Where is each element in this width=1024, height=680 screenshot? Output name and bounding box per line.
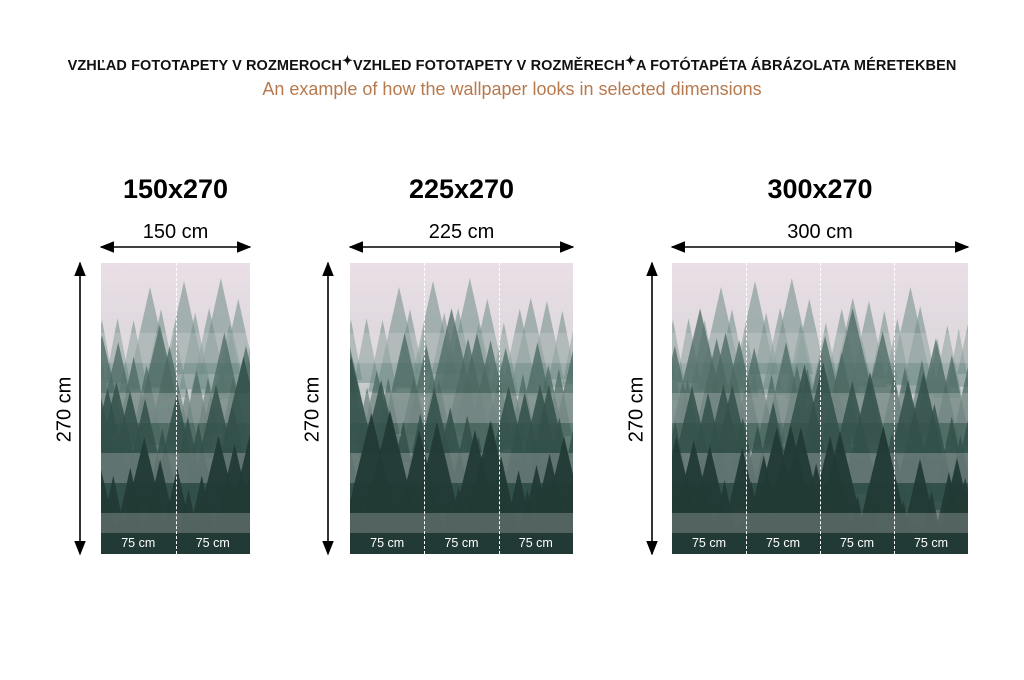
sparkle-icon: ✦ [341,53,353,68]
panel-seam [424,263,426,554]
width-label: 150 cm [142,221,209,243]
sparkle-icon: ✦ [624,53,636,68]
width-label: 225 cm [428,221,495,243]
panel-seam [820,263,821,554]
width-label: 300 cm [787,221,853,243]
wallpaper-preview: 75 cm 75 cm 75 cm 75 cm [672,263,968,554]
strip-width-label: 75 cm [518,536,553,550]
strip-width-label: 75 cm [913,536,949,550]
forest-image [350,263,573,554]
heading-slovak: VZHĽAD FOTOTAPETY V ROZMEROCH [67,58,342,74]
panel-title: 225x270 [408,174,515,204]
wallpaper-preview: 75 cm 75 cm 75 cm [350,263,573,554]
height-label: 270 cm [625,376,648,443]
heading-czech: VZHLED FOTOTAPETY V ROZMĚRECH [352,58,625,74]
height-label: 270 cm [53,376,76,443]
strip-width-label: 75 cm [195,536,230,550]
panel-seam [894,263,895,554]
wallpaper-preview: 75 cm 75 cm [101,263,250,554]
strip-width-label: 75 cm [121,536,156,550]
strip-width-label: 75 cm [765,536,801,550]
panel-seam [746,263,747,554]
subtitle: An example of how the wallpaper looks in… [262,79,762,99]
panel-title: 150x270 [122,174,229,204]
panel-seam [175,263,177,554]
height-label: 270 cm [301,376,324,443]
languages-heading: VZHĽAD FOTOTAPETY V ROZMEROCH✦VZHLED FOT… [0,53,1024,74]
panel-title: 300x270 [767,174,873,204]
forest-image [672,263,968,554]
heading-hungarian: A FOTÓTAPÉTA ÁBRÁZOLATA MÉRETEKBEN [635,58,957,74]
strip-width-label: 75 cm [444,536,479,550]
panel-seam [498,263,500,554]
strip-width-label: 75 cm [839,536,875,550]
strip-width-label: 75 cm [370,536,405,550]
strip-width-label: 75 cm [691,536,727,550]
